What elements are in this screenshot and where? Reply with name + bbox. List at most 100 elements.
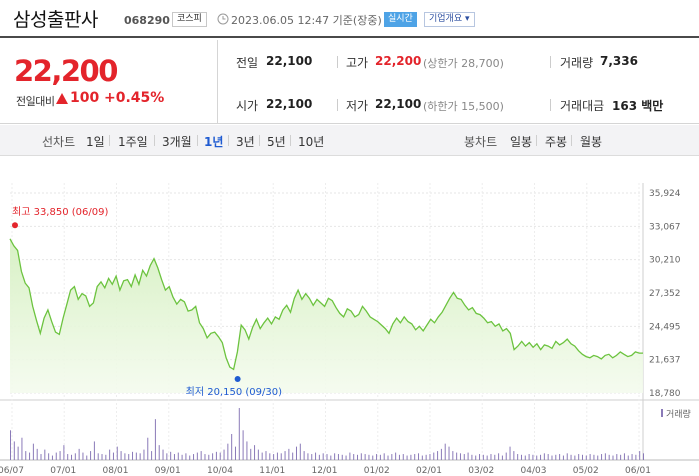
volume-bar <box>307 453 309 460</box>
volume-bar <box>623 453 625 460</box>
up-arrow-icon <box>56 93 68 104</box>
volume-bar <box>71 454 73 460</box>
volume-bar <box>635 454 637 460</box>
volume-bar <box>109 449 111 460</box>
volume-bar <box>200 451 202 460</box>
volume-bar <box>90 451 92 460</box>
realtime-button[interactable]: 실시간 <box>384 12 417 27</box>
divider <box>571 135 572 146</box>
amount-value: 163 백만 <box>612 99 664 113</box>
volume-bar <box>51 455 53 460</box>
volume-bar <box>612 455 614 460</box>
volume-bar <box>132 451 134 460</box>
divider <box>197 135 198 146</box>
volume-bar <box>269 453 271 460</box>
volume-bar <box>498 453 500 460</box>
volume-bar <box>501 455 503 460</box>
x-tick-label: 12/01 <box>312 466 338 476</box>
volume-bar <box>643 453 644 460</box>
volume-bar <box>97 453 99 460</box>
volume-bar <box>608 454 610 460</box>
volume-bar <box>231 434 233 460</box>
volume-bar <box>330 455 332 460</box>
volume-bar <box>36 448 38 460</box>
volume-bar <box>593 454 595 460</box>
divider <box>337 99 338 111</box>
tab-monthly-candle[interactable]: 월봉 <box>580 135 603 149</box>
clock-icon <box>217 13 229 25</box>
tab-10year[interactable]: 10년 <box>298 135 325 149</box>
volume-bar <box>78 448 80 460</box>
y-tick-label: 27,352 <box>649 289 681 299</box>
volume-bar <box>425 454 427 460</box>
volume-bar <box>543 453 545 460</box>
volume-bar <box>490 454 492 460</box>
volume-bar <box>40 454 42 460</box>
volume-bar <box>299 443 301 460</box>
price-chart[interactable]: 35,924 33,067 30,210 27,352 24,495 21,637 18,7… <box>0 160 699 476</box>
volume-bar <box>173 454 175 460</box>
tab-1day[interactable]: 1일 <box>86 135 105 149</box>
volume-bar <box>444 443 446 460</box>
x-axis-labels: 06/07 07/01 08/01 09/01 10/04 11/01 12/01 01/02… <box>0 466 651 476</box>
volume-bar <box>25 451 27 460</box>
volume-bar <box>418 453 420 460</box>
lower-limit: (하한가 15,500) <box>423 100 504 113</box>
volume-bar <box>128 454 130 460</box>
tab-weekly-candle[interactable]: 주봉 <box>545 135 568 149</box>
volume-bar <box>372 455 374 460</box>
volume-bar <box>551 455 553 460</box>
high-value: 22,200 <box>375 54 422 68</box>
tab-5year[interactable]: 5년 <box>267 135 286 149</box>
volume-bar <box>349 452 351 460</box>
volume-bar <box>250 448 252 460</box>
volume-bar <box>334 453 336 460</box>
volume-bar <box>517 454 519 460</box>
y-tick-label: 21,637 <box>649 356 681 366</box>
volume-bar <box>116 446 118 460</box>
current-price: 22,200 <box>14 54 118 88</box>
tab-3year[interactable]: 3년 <box>236 135 255 149</box>
volume-bar <box>547 454 549 460</box>
volume-bar <box>257 449 259 460</box>
volume-bar <box>513 451 515 460</box>
volume-bar <box>360 453 362 460</box>
volume-bar <box>48 453 50 460</box>
price-area <box>9 238 643 393</box>
high-marker <box>12 222 18 229</box>
company-info-dropdown[interactable]: 기업개요 ▾ <box>424 12 475 27</box>
volume-legend-swatch <box>661 409 663 417</box>
volume-bar <box>581 454 583 460</box>
volume-bar <box>242 430 244 460</box>
volume-bar <box>589 454 591 460</box>
y-tick-label: 18,780 <box>649 389 681 399</box>
tab-daily-candle[interactable]: 일봉 <box>510 135 533 149</box>
volume-bar <box>177 452 179 460</box>
stock-code: 068290 <box>124 14 170 27</box>
x-tick-label: 05/02 <box>573 466 599 476</box>
volume-bar <box>181 454 183 460</box>
volume-bar <box>475 455 477 460</box>
low-marker <box>234 376 241 383</box>
volume-bar <box>261 452 263 460</box>
x-tick-label: 01/02 <box>364 466 390 476</box>
volume-bar <box>528 454 530 460</box>
upper-limit: (상한가 28,700) <box>423 57 504 70</box>
volume-bar <box>219 452 221 460</box>
volume-bar <box>459 453 461 460</box>
quote-timestamp: 2023.06.05 12:47 기준(장중) <box>231 14 382 27</box>
volume-bar <box>391 454 393 460</box>
divider <box>259 135 260 146</box>
tab-3month[interactable]: 3개월 <box>162 135 192 149</box>
volume-bar <box>139 453 141 460</box>
y-tick-label: 33,067 <box>649 222 681 232</box>
volume-bar <box>234 446 236 460</box>
volume-bar <box>604 453 606 460</box>
tab-1week[interactable]: 1주일 <box>118 135 148 149</box>
volume-bar <box>585 455 587 460</box>
volume-bar <box>189 455 191 460</box>
volume-bar <box>32 443 34 460</box>
tab-1year[interactable]: 1년 <box>204 135 224 149</box>
volume-bar <box>357 454 359 460</box>
volume-bar <box>273 454 275 460</box>
